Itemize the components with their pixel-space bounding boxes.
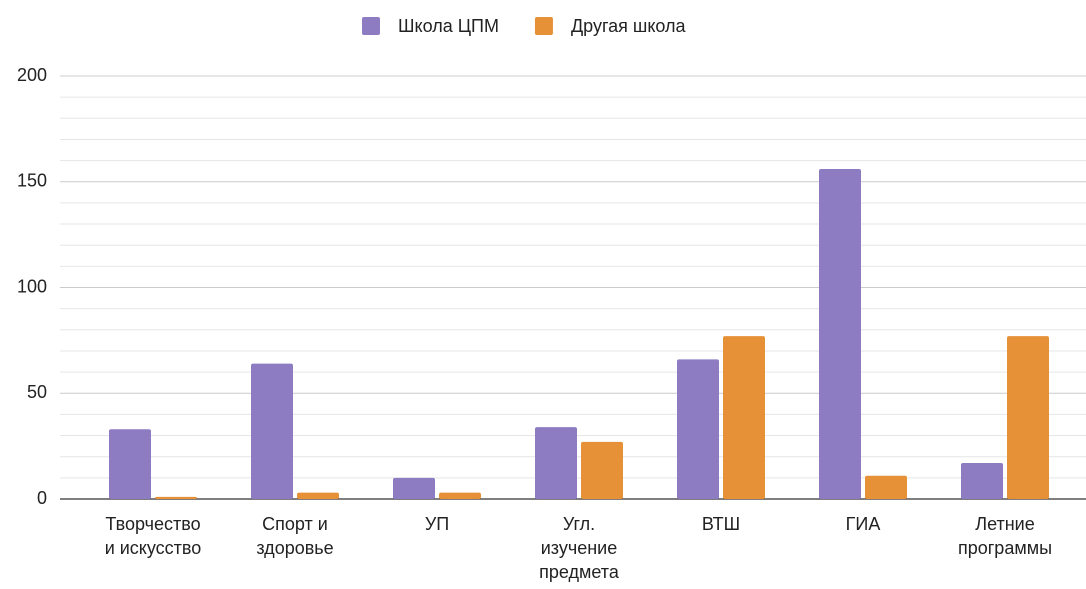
x-tick-label: ВТШ: [701, 514, 741, 534]
y-tick-label: 100: [17, 276, 47, 296]
y-tick-label: 50: [27, 382, 47, 402]
bar: [961, 463, 1003, 499]
legend-label: Другая школа: [571, 16, 687, 36]
bar: [393, 477, 435, 499]
bar: [865, 475, 907, 499]
bar: [677, 359, 719, 499]
legend-label: Школа ЦПМ: [398, 16, 499, 36]
y-tick-label: 200: [17, 65, 47, 85]
x-tick-label: Спорт и здоровье: [256, 514, 334, 558]
legend-swatch: [534, 17, 553, 35]
bar: [723, 336, 765, 499]
bar: [581, 441, 623, 499]
bar: [109, 429, 151, 499]
y-tick-label: 0: [37, 488, 47, 508]
x-tick-label: Творчество и искусство: [104, 514, 202, 558]
bar: [155, 496, 197, 499]
y-tick-label: 150: [17, 171, 47, 191]
bar: [819, 169, 861, 499]
bar: [535, 427, 577, 499]
x-tick-label: Летние программы: [957, 514, 1053, 558]
bar: [439, 492, 481, 499]
bar: [251, 363, 293, 499]
x-tick-label: Угл. изучение предмета: [539, 514, 619, 582]
bar: [297, 492, 339, 499]
legend-swatch: [362, 17, 380, 35]
x-tick-label: УП: [424, 514, 450, 534]
x-tick-label: ГИА: [845, 514, 881, 534]
bar: [1007, 336, 1049, 499]
